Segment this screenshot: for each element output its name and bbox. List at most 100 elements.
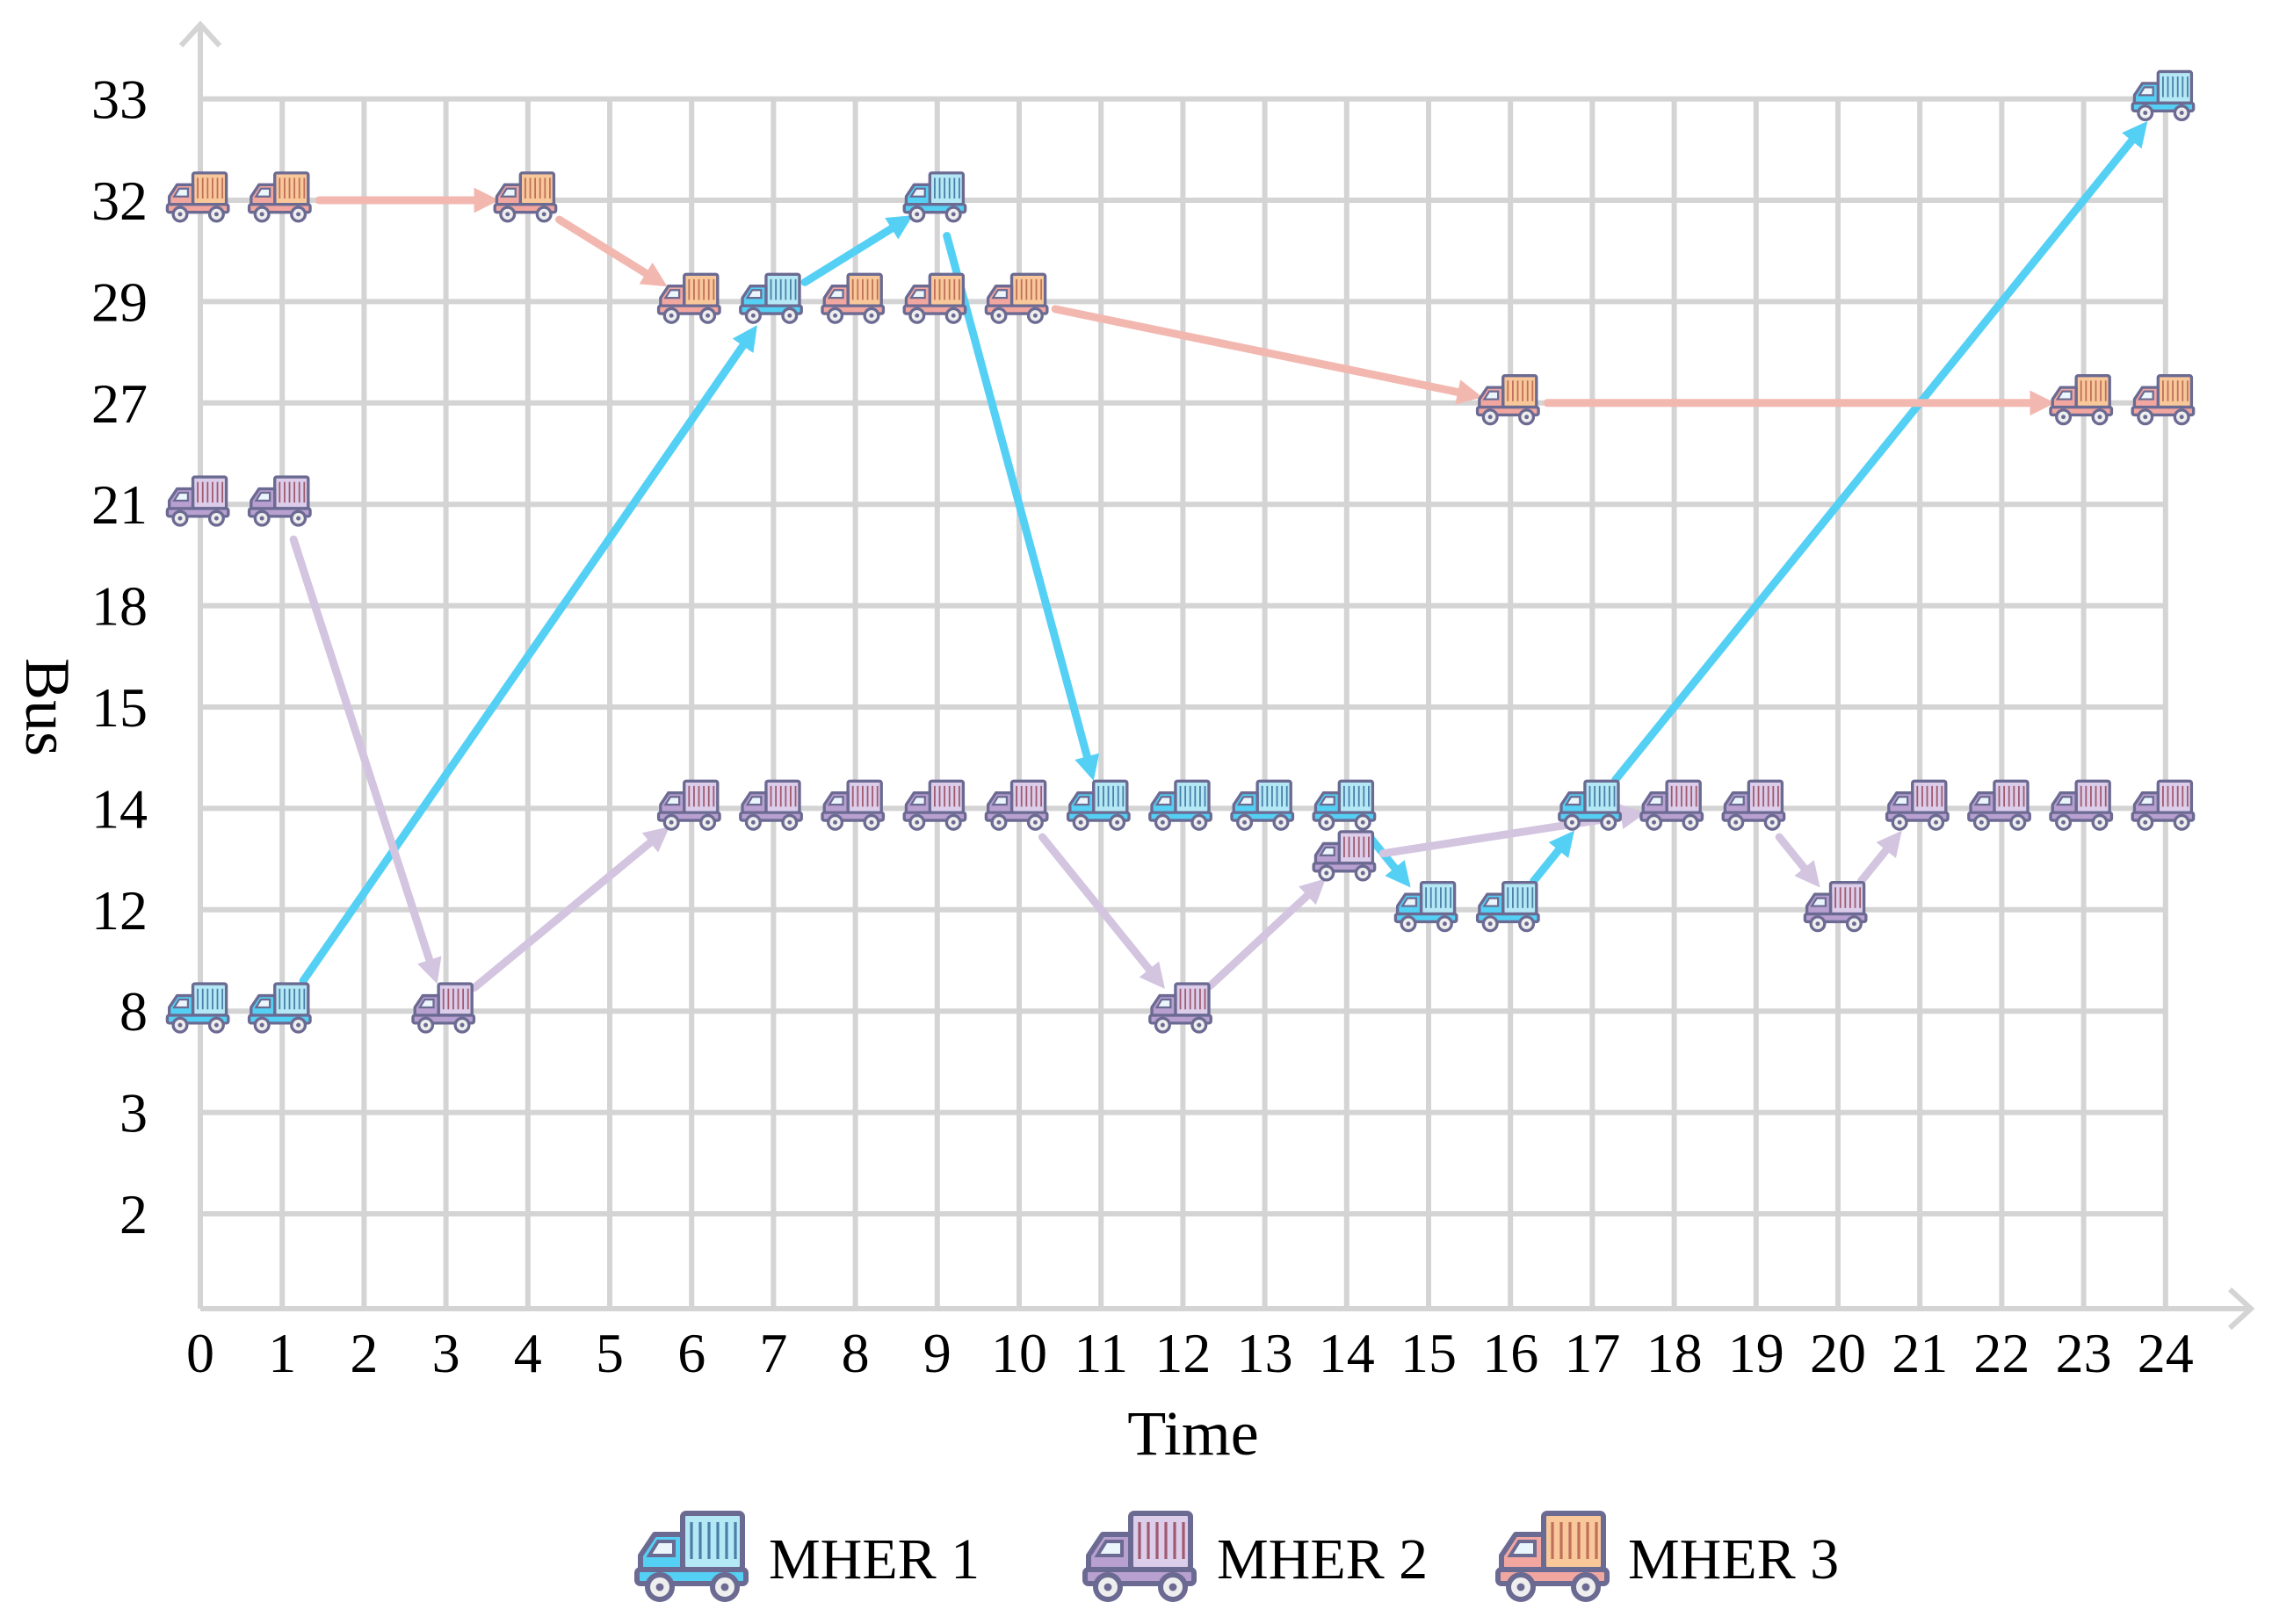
x-tick-label: 5	[596, 1322, 624, 1384]
truck-marker	[1558, 779, 1622, 831]
truck-marker	[247, 171, 312, 223]
truck-icon	[1082, 1511, 1197, 1602]
truck-marker	[165, 171, 230, 223]
truck-marker	[821, 779, 886, 831]
truck-marker	[247, 982, 312, 1034]
move-arrow	[1775, 833, 1820, 888]
truck-marker	[656, 779, 721, 831]
truck-marker	[1475, 373, 1540, 426]
truck-marker	[2131, 779, 2196, 831]
truck-markers	[165, 69, 2196, 1034]
truck-marker	[1721, 779, 1786, 831]
x-tick-label: 18	[1646, 1322, 1703, 1384]
move-arrow	[289, 535, 442, 985]
x-tick-label: 21	[1892, 1322, 1948, 1384]
move-arrow	[1530, 830, 1574, 885]
x-tick-label: 1	[268, 1322, 296, 1384]
legend-label: MHER 1	[769, 1527, 980, 1592]
truck-marker	[2049, 373, 2114, 426]
truck-marker	[1312, 830, 1377, 882]
x-tick-label: 16	[1482, 1322, 1538, 1384]
x-tick-label: 8	[842, 1322, 870, 1384]
move-arrow	[1038, 833, 1165, 989]
truck-marker	[1066, 779, 1131, 831]
truck-icon	[634, 1511, 749, 1602]
legend-item-mher-3: MHER 3	[1495, 1511, 1839, 1602]
truck-marker	[1148, 779, 1212, 831]
x-tick-label: 6	[677, 1322, 705, 1384]
move-arrow	[800, 215, 914, 286]
legend-label: MHER 2	[1217, 1527, 1428, 1592]
x-tick-label: 4	[514, 1322, 542, 1384]
truck-marker	[493, 171, 558, 223]
truck-marker	[165, 475, 230, 527]
x-tick-label: 24	[2138, 1322, 2194, 1384]
legend-item-mher-2: MHER 2	[1082, 1511, 1428, 1602]
x-tick-label: 15	[1400, 1322, 1457, 1384]
x-tick-label: 0	[186, 1322, 214, 1384]
y-axis-arrowhead	[178, 20, 222, 48]
truck-marker	[247, 475, 312, 527]
legend: MHER 1 MHER 2 MHER 3	[634, 1511, 1839, 1602]
move-arrow	[555, 215, 668, 287]
truck-marker	[1803, 881, 1868, 933]
move-arrow	[1365, 833, 1411, 888]
x-tick-label: 7	[759, 1322, 787, 1384]
x-tick-label: 13	[1237, 1322, 1293, 1384]
x-tick-label: 23	[2056, 1322, 2112, 1384]
truck-marker	[1967, 779, 2031, 831]
truck-marker	[1230, 779, 1295, 831]
x-tick-label: 12	[1154, 1322, 1211, 1384]
truck-marker	[739, 779, 803, 831]
x-tick-label: 22	[1973, 1322, 2030, 1384]
y-tick-label: 29	[91, 271, 148, 333]
x-axis-arrowhead	[2227, 1287, 2255, 1331]
y-axis-title: Bus	[12, 658, 83, 756]
axes	[178, 20, 2255, 1331]
truck-marker	[821, 272, 886, 324]
truck-marker	[1148, 982, 1212, 1034]
move-arrow	[1856, 830, 1902, 885]
x-tick-labels: 0 1 2 3 4 5 6 7 8 9 10 11 12 13 14 15 16 17 18 19 20 21 22 23 24	[186, 1322, 2194, 1384]
y-tick-label: 14	[91, 777, 148, 840]
x-tick-label: 2	[350, 1322, 378, 1384]
y-tick-labels: 2 3 8 12 14 15 18 21 27 29 32 33	[91, 69, 148, 1245]
y-tick-label: 21	[91, 473, 148, 536]
truck-marker	[656, 272, 721, 324]
truck-marker	[902, 272, 967, 324]
truck-marker	[2131, 373, 2196, 426]
truck-marker	[902, 779, 967, 831]
truck-marker	[2049, 779, 2114, 831]
move-arrow	[1051, 305, 1483, 405]
truck-marker	[1312, 779, 1377, 831]
move-arrow	[299, 325, 757, 985]
y-tick-label: 2	[119, 1183, 148, 1245]
y-tick-label: 32	[91, 170, 148, 232]
legend-item-mher-1: MHER 1	[634, 1511, 980, 1602]
x-tick-label: 10	[991, 1322, 1047, 1384]
x-tick-label: 14	[1319, 1322, 1375, 1384]
truck-icon	[1495, 1511, 1610, 1602]
truck-marker	[1639, 779, 1704, 831]
truck-icon	[1495, 1511, 1610, 1602]
x-tick-label: 11	[1074, 1322, 1128, 1384]
x-tick-label: 3	[432, 1322, 460, 1384]
truck-marker	[1393, 881, 1458, 933]
x-tick-label: 19	[1728, 1322, 1784, 1384]
x-tick-label: 20	[1810, 1322, 1866, 1384]
y-tick-label: 15	[91, 676, 148, 739]
truck-marker	[165, 982, 230, 1034]
x-axis-title: Time	[1127, 1398, 1258, 1469]
move-arrow	[943, 232, 1100, 782]
truck-marker	[984, 779, 1049, 831]
move-arrow	[1205, 878, 1326, 991]
truck-marker	[411, 982, 476, 1034]
truck-marker	[739, 272, 803, 324]
move-arrow	[470, 826, 670, 992]
legend-label: MHER 3	[1628, 1527, 1839, 1592]
y-tick-label: 27	[91, 372, 148, 435]
x-tick-label: 9	[923, 1322, 951, 1384]
y-tick-label: 8	[119, 980, 148, 1043]
move-arrow	[1611, 120, 2148, 784]
